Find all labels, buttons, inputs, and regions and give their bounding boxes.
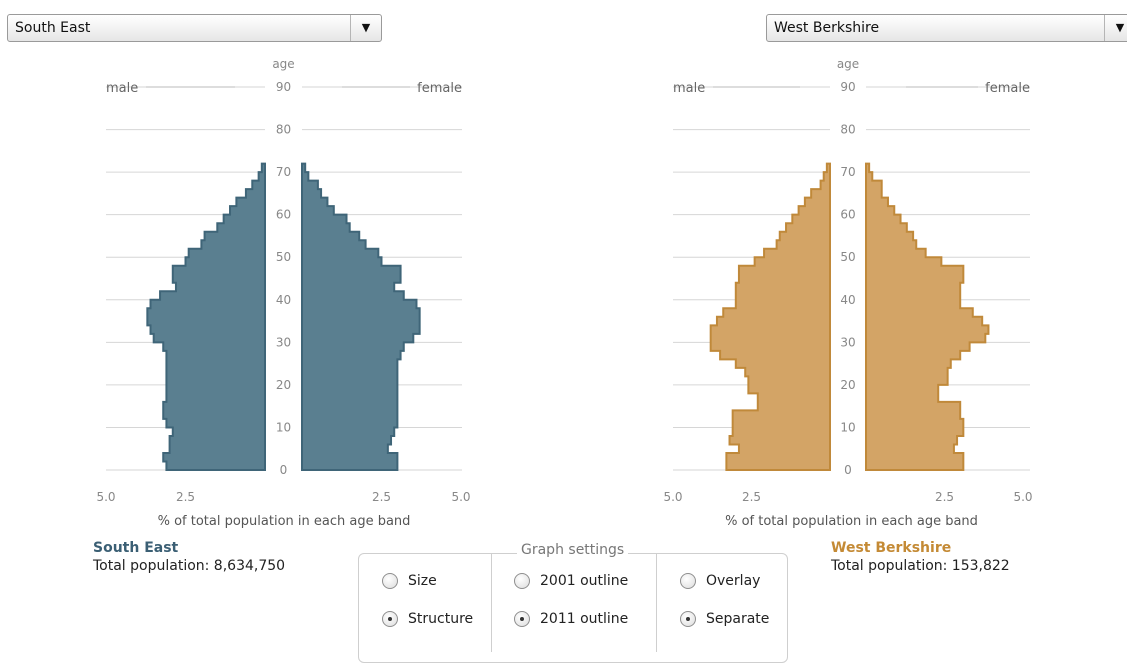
female-series: [301, 162, 421, 471]
age-axis-label: age: [272, 57, 294, 71]
x-tick-label: 2.5: [176, 490, 195, 504]
age-tick-label: 50: [840, 250, 855, 264]
female-label: female: [985, 81, 1030, 96]
x-tick-label: 2.5: [742, 490, 761, 504]
age-tick-label: 0: [844, 463, 852, 477]
option-structure-label: Structure: [408, 611, 474, 627]
male-label: male: [673, 81, 705, 96]
x-axis-label: % of total population in each age band: [725, 514, 978, 529]
info-left: South East Total population: 8,634,750: [93, 540, 285, 574]
radio-2001-outline[interactable]: [514, 573, 530, 589]
age-tick-label: 60: [840, 208, 855, 222]
radio-structure[interactable]: [382, 611, 398, 627]
chevron-down-icon[interactable]: ▼: [350, 15, 381, 41]
female-label: female: [417, 81, 462, 96]
age-tick-label: 40: [840, 293, 855, 307]
option-2001-outline[interactable]: 2001 outline: [514, 573, 638, 589]
area-select-right-value: West Berkshire: [774, 20, 880, 36]
age-tick-label: 10: [276, 420, 291, 434]
option-structure[interactable]: Structure: [382, 611, 473, 627]
age-tick-label: 30: [276, 335, 291, 349]
age-tick-label: 20: [840, 378, 855, 392]
radio-size[interactable]: [382, 573, 398, 589]
female-series: [865, 162, 990, 471]
age-tick-label: 90: [276, 80, 291, 94]
area-name-left: South East: [93, 540, 179, 556]
x-tick-label: 5.0: [96, 490, 115, 504]
age-tick-label: 20: [276, 378, 291, 392]
age-tick-label: 30: [840, 335, 855, 349]
graph-settings-legend: Graph settings: [517, 542, 629, 558]
settings-divider: [656, 553, 657, 652]
area-select-left-value: South East: [15, 20, 91, 36]
option-2011-outline[interactable]: 2011 outline: [514, 611, 638, 627]
age-tick-label: 0: [280, 463, 288, 477]
total-population-left: Total population: 8,634,750: [93, 558, 286, 574]
info-right: West Berkshire Total population: 153,822: [831, 540, 1010, 574]
age-tick-label: 40: [276, 293, 291, 307]
option-size[interactable]: Size: [382, 573, 437, 589]
age-tick-label: 80: [840, 123, 855, 137]
total-population-right: Total population: 153,822: [831, 558, 1010, 574]
age-tick-label: 90: [840, 80, 855, 94]
age-axis-label: age: [837, 57, 859, 71]
x-tick-label: 5.0: [663, 490, 682, 504]
age-tick-label: 70: [840, 165, 855, 179]
radio-separate[interactable]: [680, 611, 696, 627]
x-tick-label: 2.5: [935, 490, 954, 504]
area-select-right[interactable]: West Berkshire ▼: [766, 14, 1127, 42]
option-2011-outline-label: 2011 outline: [540, 611, 629, 627]
x-axis-label: % of total population in each age band: [158, 514, 411, 529]
chevron-down-icon[interactable]: ▼: [1104, 15, 1127, 41]
radio-overlay[interactable]: [680, 573, 696, 589]
option-separate-label: Separate: [706, 611, 770, 627]
age-tick-label: 10: [840, 420, 855, 434]
x-tick-label: 5.0: [451, 490, 470, 504]
option-size-label: Size: [408, 573, 437, 589]
settings-divider: [491, 553, 492, 652]
age-tick-label: 60: [276, 208, 291, 222]
option-overlay-label: Overlay: [706, 573, 761, 589]
age-tick-label: 70: [276, 165, 291, 179]
male-series: [146, 162, 266, 471]
male-label: male: [106, 81, 138, 96]
male-series: [709, 162, 831, 471]
age-tick-label: 80: [276, 123, 291, 137]
age-tick-label: 50: [276, 250, 291, 264]
graph-settings-panel: [358, 553, 788, 663]
area-select-left[interactable]: South East ▼: [7, 14, 382, 42]
x-tick-label: 5.0: [1013, 490, 1032, 504]
option-overlay[interactable]: Overlay: [680, 573, 760, 589]
area-name-right: West Berkshire: [831, 540, 952, 556]
radio-2011-outline[interactable]: [514, 611, 530, 627]
option-separate[interactable]: Separate: [680, 611, 772, 627]
option-2001-outline-label: 2001 outline: [540, 573, 629, 589]
x-tick-label: 2.5: [372, 490, 391, 504]
